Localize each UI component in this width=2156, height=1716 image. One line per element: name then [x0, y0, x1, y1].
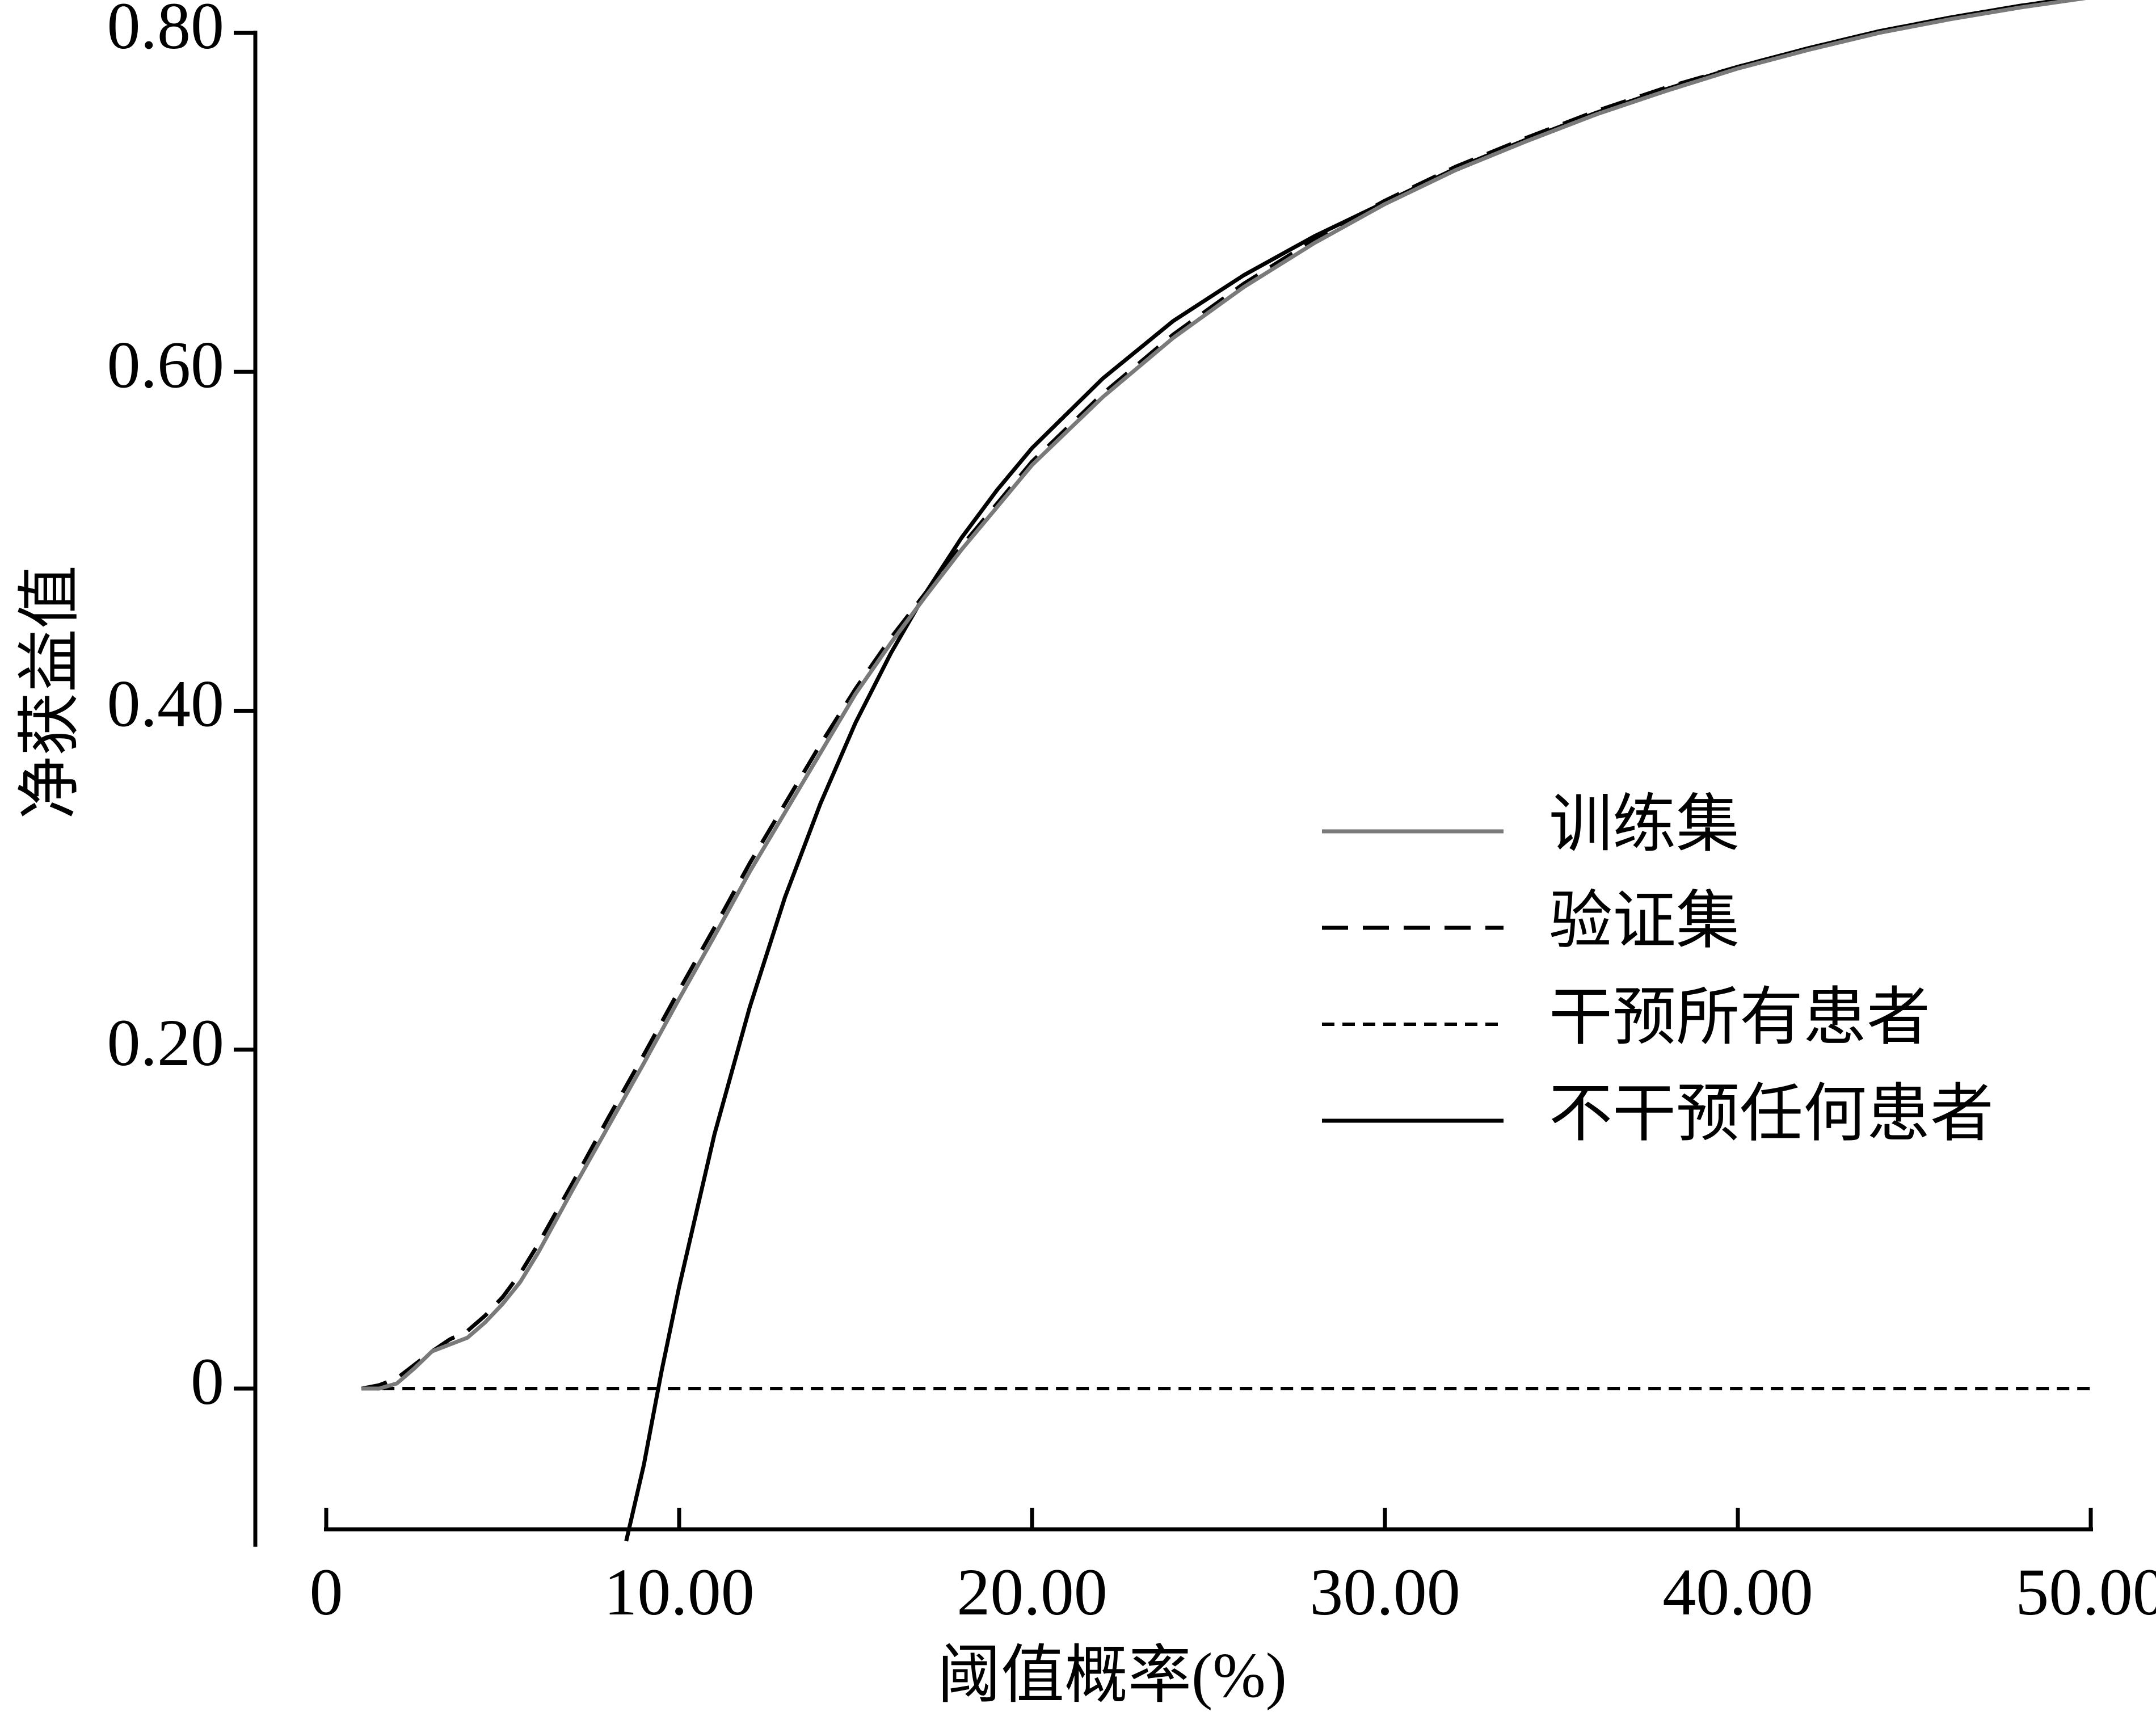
- y-tick-label: 0.40: [107, 667, 225, 741]
- series-line-1: [361, 0, 2075, 1391]
- legend-label-3: 不干预任何患者: [1549, 1079, 1994, 1150]
- plot-lines: [361, 0, 2091, 1542]
- y-tick-label: 0.80: [107, 0, 225, 63]
- y-tick-label: 0: [191, 1344, 224, 1419]
- x-tick-label: 0: [310, 1555, 343, 1629]
- legend-label-1: 验证集: [1549, 886, 1740, 957]
- y-tick-label: 0.20: [107, 1006, 225, 1080]
- axes: 0 0.20 0.40 0.60 0.80 0 10.00 20.00 30.00 40.00 50…: [107, 0, 2156, 1629]
- x-tick-label: 50.00: [2015, 1555, 2156, 1629]
- legend-label-2: 干预所有患者: [1549, 983, 1930, 1053]
- x-axis-title: 阈值概率(%): [937, 1641, 1287, 1711]
- x-tick-label: 40.00: [1662, 1555, 1813, 1629]
- x-tick-label: 30.00: [1309, 1555, 1460, 1629]
- series-line-0: [361, 0, 2086, 1391]
- x-tick-label: 10.00: [604, 1555, 755, 1629]
- y-axis-title: 净获益值: [15, 565, 86, 819]
- y-tick-label: 0.60: [107, 327, 225, 402]
- x-tick-label: 20.00: [957, 1555, 1108, 1629]
- legend-label-0: 训练集: [1549, 790, 1740, 860]
- series-line-3: [624, 0, 2075, 1542]
